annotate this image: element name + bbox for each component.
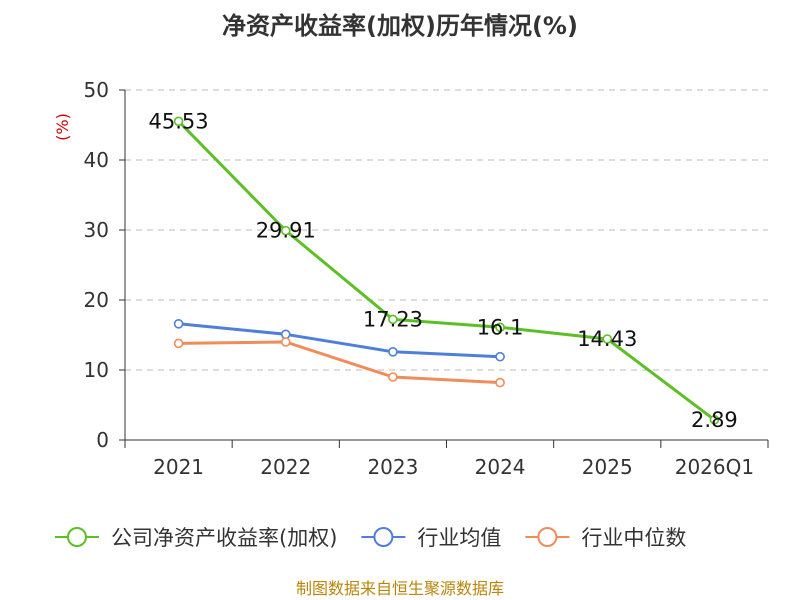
series-line-0 [177, 120, 716, 421]
legend-marker [537, 527, 558, 547]
x-tick-label: 2025 [582, 455, 633, 479]
data-point [173, 318, 184, 329]
x-tick-label: 2022 [260, 455, 311, 479]
data-point [388, 372, 398, 382]
legend-marker [67, 527, 87, 547]
legend-label: 公司净资产收益率(加权) [111, 526, 337, 550]
data-point [173, 338, 184, 349]
x-tick-label: 2021 [153, 455, 204, 479]
data-label: 2.89 [691, 408, 738, 432]
gridlines [125, 89, 768, 371]
data-point [495, 377, 505, 388]
data-label: 17.23 [363, 307, 423, 331]
data-point [388, 346, 398, 357]
y-tick-label: 50 [84, 78, 109, 102]
source-note: 制图数据来自恒生聚源数据库 [296, 579, 504, 598]
x-tick-label: 2026Q1 [675, 455, 754, 479]
legend-label: 行业中位数 [581, 526, 686, 550]
data-point [388, 314, 398, 325]
chart-title: 净资产收益率(加权)历年情况(%) [222, 12, 578, 40]
y-tick-label: 20 [84, 288, 109, 312]
y-tick-label: 30 [84, 218, 109, 242]
y-axis-unit: (%) [53, 113, 72, 141]
data-point [173, 116, 184, 127]
data-point [602, 334, 613, 344]
x-tick-label: 2023 [367, 455, 418, 479]
data-point [495, 351, 505, 362]
data-label: 29.91 [256, 219, 316, 243]
y-tick-label: 0 [96, 428, 109, 452]
data-label: 45.53 [149, 109, 209, 133]
data-point [280, 225, 291, 236]
x-tick-label: 2024 [475, 455, 526, 479]
y-tick-label: 10 [84, 358, 109, 382]
data-point [495, 322, 505, 333]
data-point [280, 329, 291, 340]
data-point [280, 337, 291, 347]
data-label: 14.43 [577, 327, 637, 351]
axes [119, 89, 769, 448]
data-labels: 45.53 29.91 17.23 16.1 14.43 2.89 [149, 109, 738, 431]
series-group [173, 116, 720, 425]
data-label: 16.1 [477, 315, 524, 339]
data-point [709, 414, 720, 425]
series-line-2 [178, 340, 501, 385]
y-tick-labels: 0 10 20 30 40 50 [84, 78, 109, 452]
x-tick-labels: 2021 2022 2023 2024 2025 2026Q1 [153, 455, 754, 479]
legend-marker [373, 527, 394, 547]
legend: 公司净资产收益率(加权) 行业均值 行业中位数 [55, 526, 686, 550]
legend-label: 行业均值 [417, 526, 501, 550]
y-tick-label: 40 [84, 148, 109, 172]
series-line-1 [178, 322, 501, 359]
